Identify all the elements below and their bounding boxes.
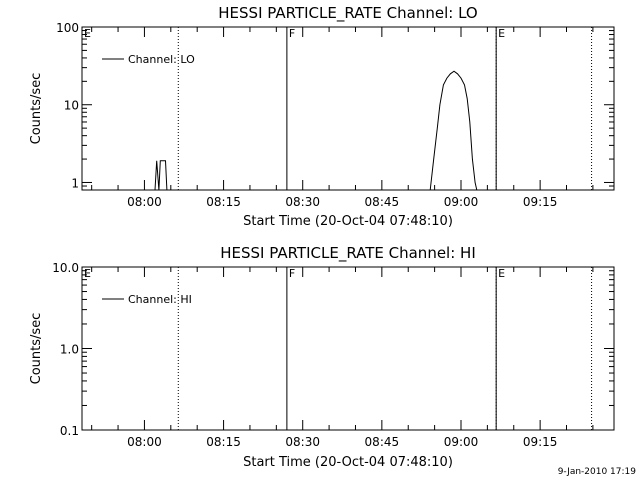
x-tick-label: 08:45 xyxy=(365,435,400,449)
x-tick-label: 08:30 xyxy=(285,195,320,209)
x-axis-label: Start Time (20-Oct-04 07:48:10) xyxy=(243,214,453,229)
chart-title: HESSI PARTICLE_RATE Channel: HI xyxy=(220,244,476,263)
plot-frame xyxy=(81,26,615,191)
x-tick-label: 09:00 xyxy=(444,435,479,449)
marker-label: F xyxy=(289,267,295,280)
x-axis-label: Start Time (20-Oct-04 07:48:10) xyxy=(243,455,453,470)
x-tick-label: 08:15 xyxy=(206,435,241,449)
plot-frame xyxy=(81,266,615,431)
footer-timestamp: 9-Jan-2010 17:19 xyxy=(558,467,637,477)
y-tick-label: 1.0 xyxy=(60,343,79,357)
x-tick-label: 08:45 xyxy=(365,195,400,209)
legend-label: Channel: HI xyxy=(128,293,192,306)
y-tick-label: 1 xyxy=(71,176,79,190)
marker-label: E xyxy=(498,267,505,280)
x-tick-label: 08:00 xyxy=(127,435,162,449)
marker-label: E xyxy=(84,27,91,40)
marker-label: E xyxy=(498,27,505,40)
x-tick-label: 08:15 xyxy=(206,195,241,209)
y-tick-label: 10.0 xyxy=(52,261,79,275)
x-tick-label: 08:00 xyxy=(127,195,162,209)
x-tick-label: 08:30 xyxy=(285,435,320,449)
y-tick-label: 10 xyxy=(64,99,79,113)
chart-title: HESSI PARTICLE_RATE Channel: LO xyxy=(218,4,477,23)
series-line xyxy=(154,70,478,191)
y-axis-label: Counts/sec xyxy=(29,313,44,385)
x-tick-label: 09:15 xyxy=(523,195,558,209)
y-tick-label: 0.1 xyxy=(60,424,79,438)
y-tick-label: 100 xyxy=(56,21,79,35)
x-tick-label: 09:15 xyxy=(523,435,558,449)
marker-label: F xyxy=(289,27,295,40)
legend-label: Channel: LO xyxy=(128,53,195,66)
y-axis-label: Counts/sec xyxy=(29,73,44,145)
x-tick-label: 09:00 xyxy=(444,195,479,209)
marker-label: E xyxy=(84,267,91,280)
